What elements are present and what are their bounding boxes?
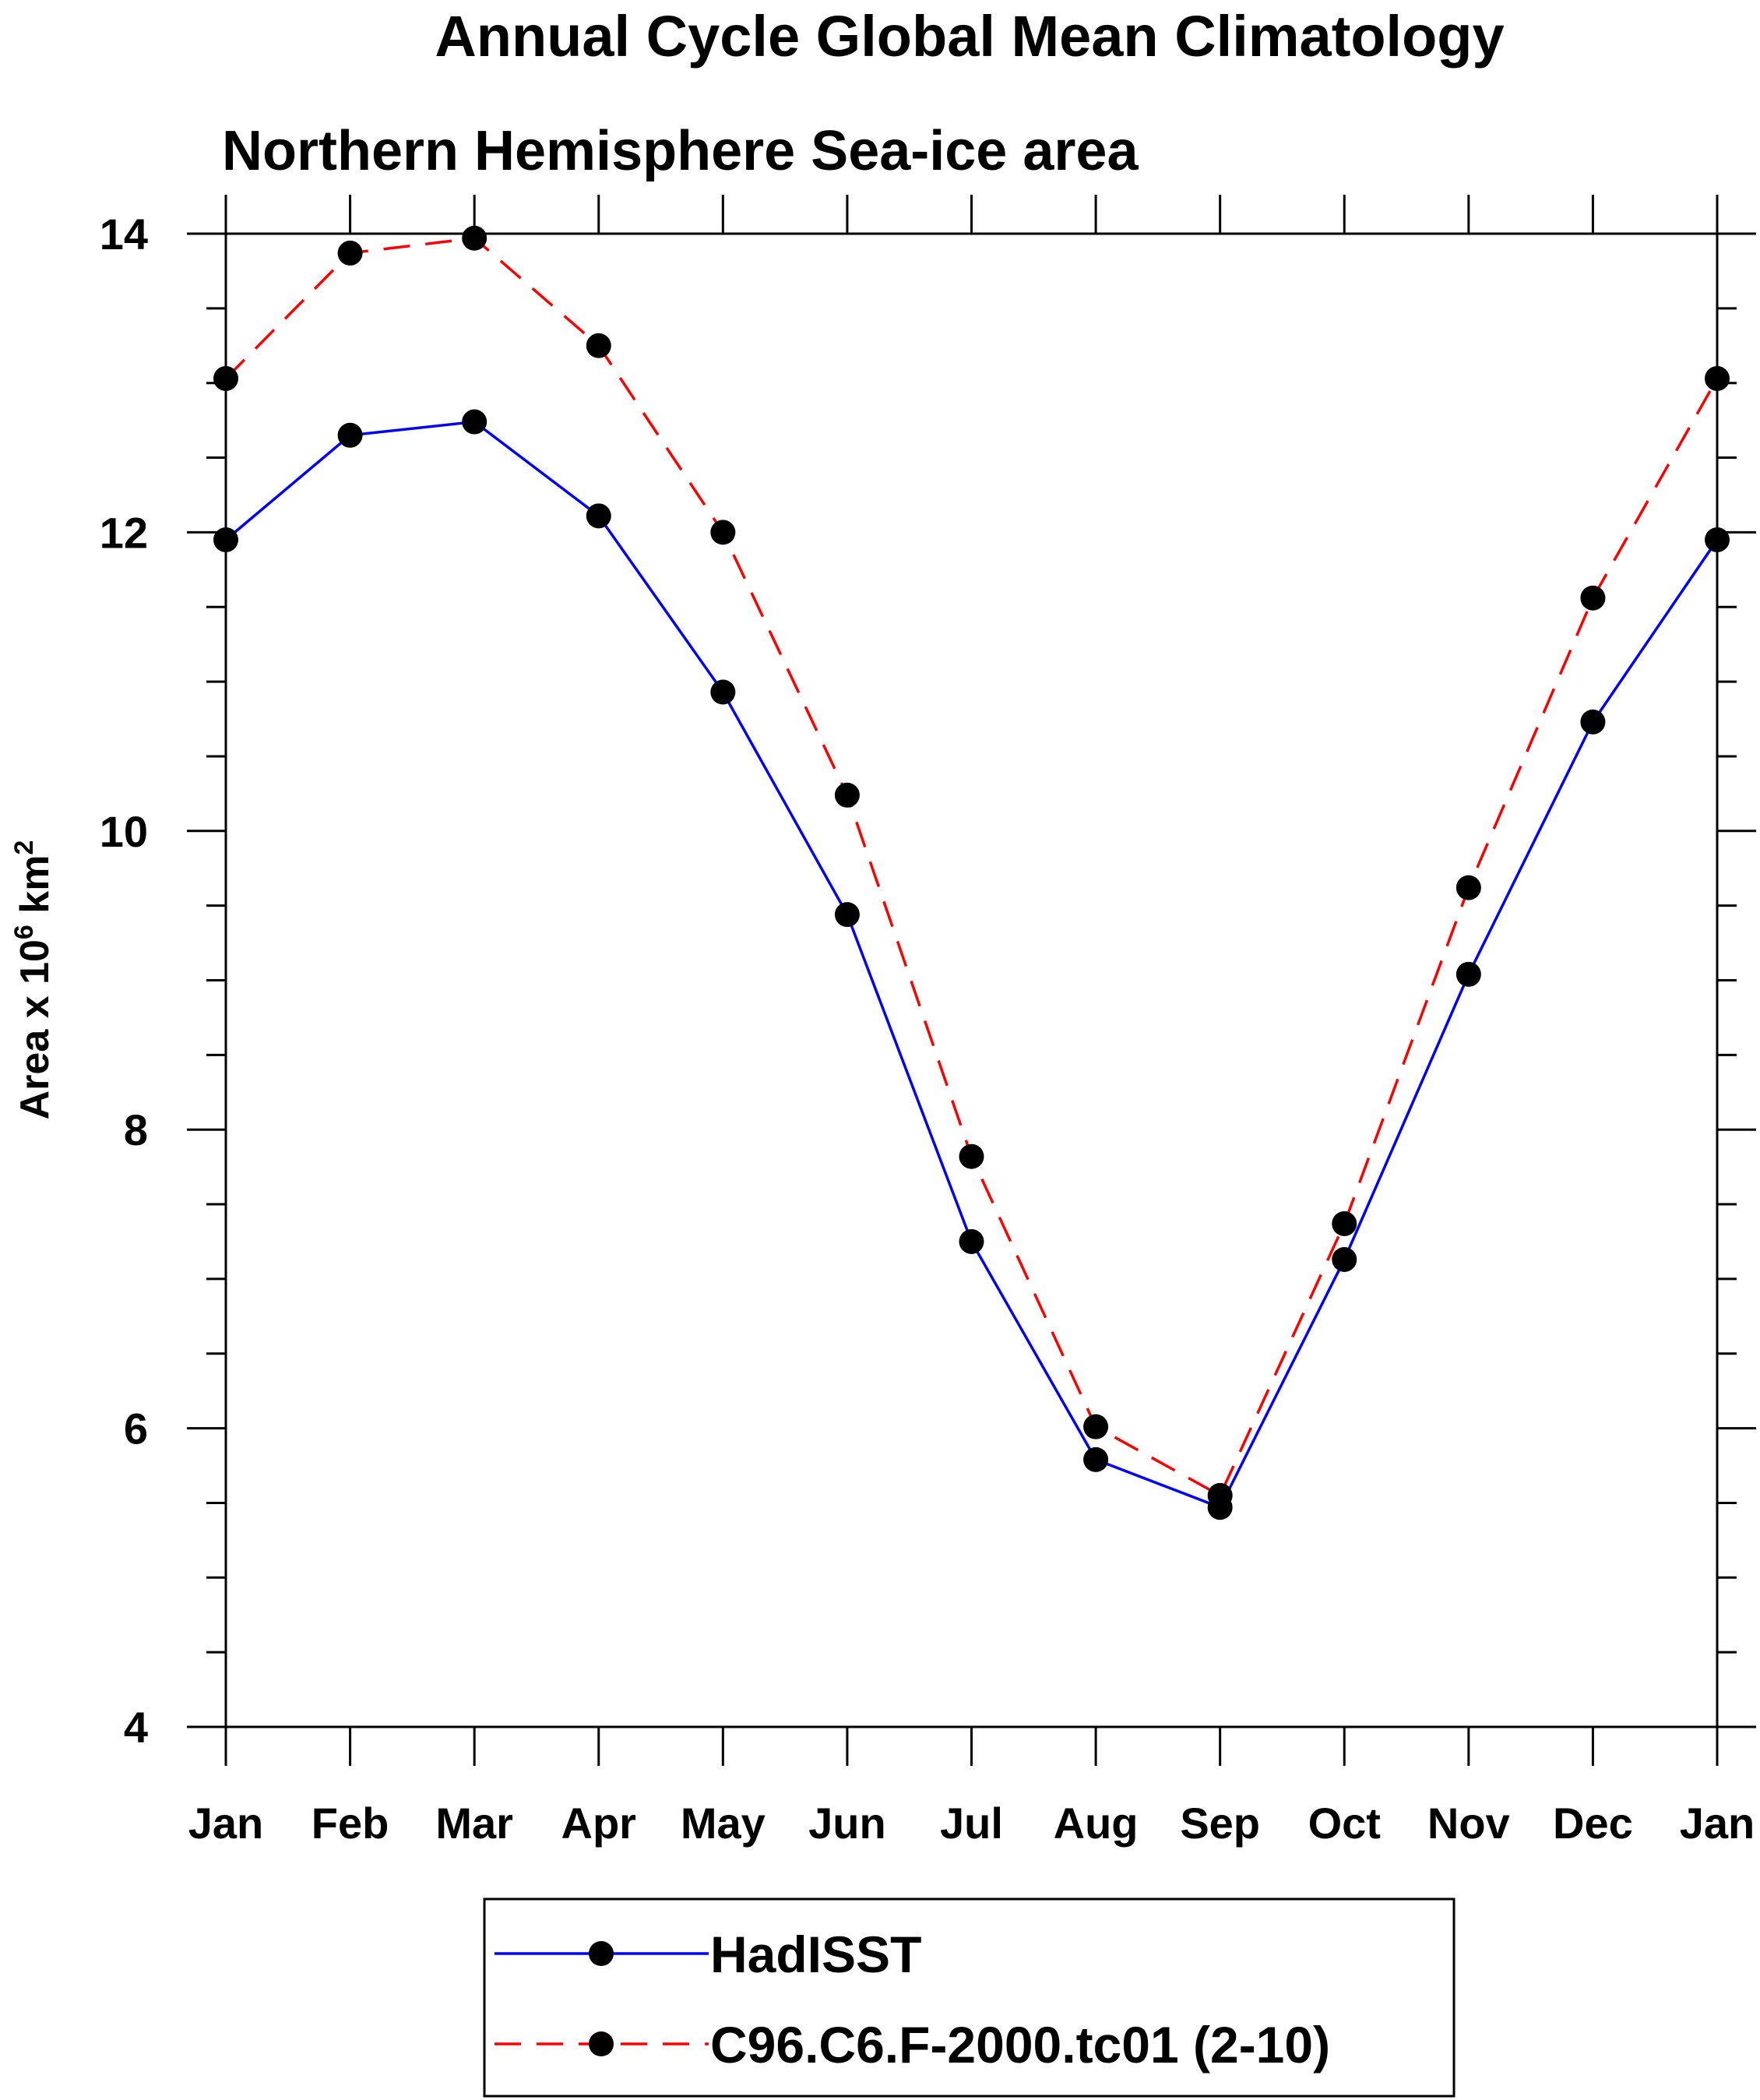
series-1-point [337, 240, 363, 266]
chart-title: Annual Cycle Global Mean Climatology [435, 4, 1504, 69]
series-0-point [1580, 709, 1606, 735]
y-axis-label: Area x 106 km2 [9, 840, 58, 1120]
series-0-point [337, 422, 363, 448]
x-tick-label: Nov [1427, 1799, 1510, 1848]
series-layer [213, 225, 1730, 1520]
series-line-1 [224, 236, 1719, 1498]
x-tick-label: Jan [188, 1799, 264, 1848]
series-0-point [1332, 1246, 1357, 1272]
series-0-point [834, 902, 860, 928]
series-0-point [1456, 961, 1481, 987]
series-1-point [1332, 1210, 1357, 1236]
legend-marker-hadisst [589, 1941, 614, 1966]
series-1-point [834, 782, 860, 808]
series-1-point [1083, 1414, 1109, 1439]
y-tick-labels: 4 6 8 10 12 14 [100, 210, 148, 1752]
x-tick-label: Jan [1680, 1799, 1755, 1848]
x-tick-label: Aug [1054, 1799, 1139, 1848]
series-1-point [1705, 365, 1730, 391]
axis-ticks [187, 195, 1756, 1766]
series-0-point [959, 1228, 984, 1254]
series-0-point [1705, 527, 1730, 552]
series-1-point [1456, 875, 1481, 900]
y-axis-label-sup2: 2 [9, 840, 39, 855]
chart-subtitle: Northern Hemisphere Sea-ice area [222, 120, 1139, 182]
x-tick-label: Feb [312, 1799, 389, 1848]
series-0-point [586, 503, 611, 529]
y-tick-label: 14 [100, 210, 148, 259]
series-0-point [1083, 1446, 1109, 1472]
x-tick-label: May [681, 1799, 766, 1848]
y-tick-label: 8 [124, 1105, 148, 1154]
x-tick-label: Mar [435, 1799, 513, 1848]
series-1-point [213, 365, 238, 391]
legend-label-model: C96.C6.F-2000.tc01 (2-10) [710, 2016, 1330, 2074]
y-tick-label: 12 [100, 508, 148, 557]
legend: HadISST C96.C6.F-2000.tc01 (2-10) [483, 1897, 1456, 2098]
x-tick-label: Dec [1553, 1799, 1633, 1848]
series-1-point [586, 333, 611, 358]
x-tick-label: Jun [808, 1799, 886, 1848]
series-line-0 [224, 420, 1719, 1510]
y-tick-label: 10 [100, 807, 148, 856]
x-tick-label: Apr [561, 1799, 636, 1848]
x-tick-labels: Jan Feb Mar Apr May Jun Jul Aug Sep Oct Nov Dec Jan [188, 1799, 1755, 1848]
x-tick-label: Sep [1180, 1799, 1260, 1848]
series-0-point [710, 679, 736, 705]
legend-box [483, 1897, 1456, 2098]
series-0-point [462, 409, 488, 435]
y-axis-label-sup1: 6 [9, 925, 39, 939]
series-1-point [462, 225, 488, 251]
x-tick-label: Jul [940, 1799, 1003, 1848]
series-1-point [1580, 585, 1606, 611]
series-1-point [1207, 1482, 1233, 1508]
legend-label-hadisst: HadISST [710, 1926, 921, 1983]
series-1-point [710, 520, 736, 545]
legend-marker-model [589, 2031, 614, 2056]
series-0-point [213, 527, 238, 552]
y-axis-label-unit: km [12, 855, 58, 925]
y-tick-label: 6 [124, 1404, 148, 1453]
series-1-point [959, 1143, 984, 1169]
y-tick-label: 4 [124, 1703, 148, 1752]
x-tick-label: Oct [1308, 1799, 1381, 1848]
plot-area-frame [224, 232, 1719, 1728]
y-axis-label-main: Area x 10 [12, 939, 58, 1119]
